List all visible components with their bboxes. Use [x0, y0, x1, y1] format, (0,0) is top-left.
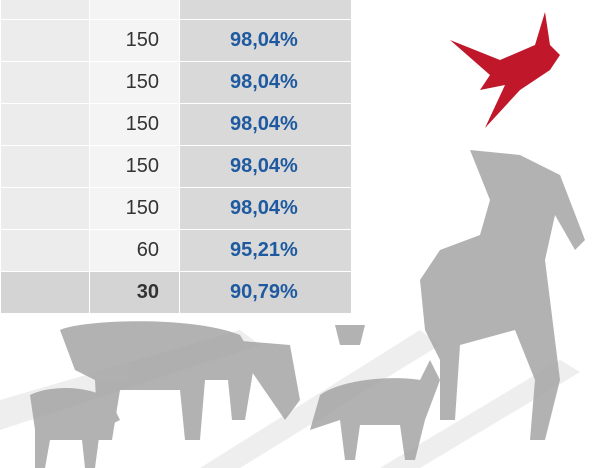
page: 15098,04%15098,04%15098,04%15098,04%1509… — [0, 0, 606, 468]
count-cell: 30 — [90, 272, 180, 314]
cell — [1, 20, 90, 62]
percent-cell: 98,04% — [180, 62, 352, 104]
count-cell: 150 — [90, 62, 180, 104]
partial-row — [1, 0, 352, 20]
cell — [1, 146, 90, 188]
percent-cell: 98,04% — [180, 188, 352, 230]
cell — [1, 188, 90, 230]
percent-cell: 98,04% — [180, 146, 352, 188]
percent-cell: 98,04% — [180, 104, 352, 146]
cell — [1, 104, 90, 146]
count-cell: 150 — [90, 20, 180, 62]
cell — [180, 0, 352, 20]
count-cell: 150 — [90, 146, 180, 188]
cell — [1, 272, 90, 314]
cell — [1, 230, 90, 272]
cell — [90, 0, 180, 20]
count-cell: 60 — [90, 230, 180, 272]
percent-cell: 90,79% — [180, 272, 352, 314]
percent-cell: 98,04% — [180, 20, 352, 62]
percent-cell: 95,21% — [180, 230, 352, 272]
cell — [1, 62, 90, 104]
count-cell: 150 — [90, 104, 180, 146]
cell — [1, 0, 90, 20]
count-cell: 150 — [90, 188, 180, 230]
